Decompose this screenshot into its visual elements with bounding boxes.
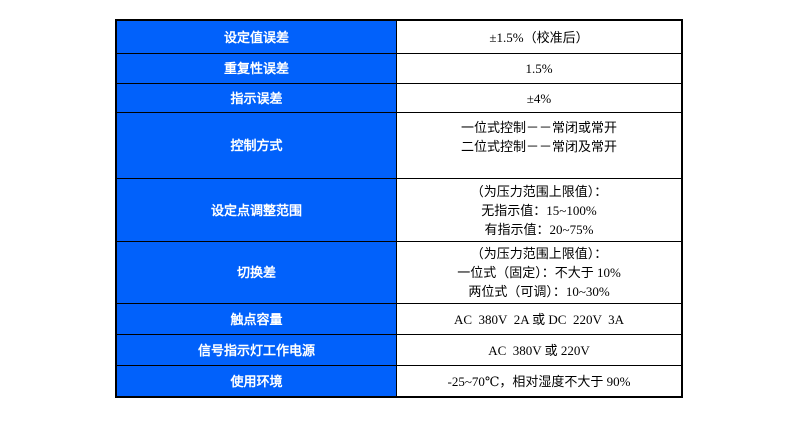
table-row: 指示误差 ±4% — [117, 83, 681, 112]
spec-label: 设定值误差 — [117, 21, 397, 53]
spec-label: 信号指示灯工作电源 — [117, 335, 397, 365]
spec-value: AC 380V 2A 或 DC 220V 3A — [397, 304, 681, 334]
spec-value: AC 380V 或 220V — [397, 335, 681, 365]
table-row: 切换差 （为压力范围上限值）： 一位式（固定）：不大于 10% 两位式（可调）：1… — [117, 241, 681, 303]
table-row: 设定点调整范围 （为压力范围上限值）： 无指示值：15~100% 有指示值：20~… — [117, 178, 681, 241]
table-row: 设定值误差 ±1.5%（校准后） — [117, 21, 681, 53]
table-row: 重复性误差 1.5% — [117, 53, 681, 83]
spec-value: （为压力范围上限值）： 无指示值：15~100% 有指示值：20~75% — [397, 179, 681, 241]
spec-value: （为压力范围上限值）： 一位式（固定）：不大于 10% 两位式（可调）：10~3… — [397, 242, 681, 303]
table-row: 信号指示灯工作电源 AC 380V 或 220V — [117, 334, 681, 365]
table-row: 触点容量 AC 380V 2A 或 DC 220V 3A — [117, 303, 681, 334]
spec-label: 控制方式 — [117, 113, 397, 178]
spec-label: 触点容量 — [117, 304, 397, 334]
spec-value: ±4% — [397, 84, 681, 112]
spec-label: 使用环境 — [117, 366, 397, 396]
spec-label: 切换差 — [117, 242, 397, 303]
spec-value: 1.5% — [397, 54, 681, 83]
table-row: 控制方式 一位式控制－－常闭或常开 二位式控制－－常闭及常开 — [117, 112, 681, 178]
spec-table: 设定值误差 ±1.5%（校准后） 重复性误差 1.5% 指示误差 ±4% 控制方式 一位式控制… — [115, 19, 683, 398]
spec-label: 指示误差 — [117, 84, 397, 112]
spec-value: ±1.5%（校准后） — [397, 21, 681, 53]
spec-label: 重复性误差 — [117, 54, 397, 83]
table-row: 使用环境 -25~70℃，相对湿度不大于 90% — [117, 365, 681, 396]
spec-value: 一位式控制－－常闭或常开 二位式控制－－常闭及常开 — [397, 113, 681, 178]
spec-table-body: 设定值误差 ±1.5%（校准后） 重复性误差 1.5% 指示误差 ±4% 控制方式 一位式控制… — [117, 21, 681, 396]
spec-value: -25~70℃，相对湿度不大于 90% — [397, 366, 681, 396]
spec-label: 设定点调整范围 — [117, 179, 397, 241]
